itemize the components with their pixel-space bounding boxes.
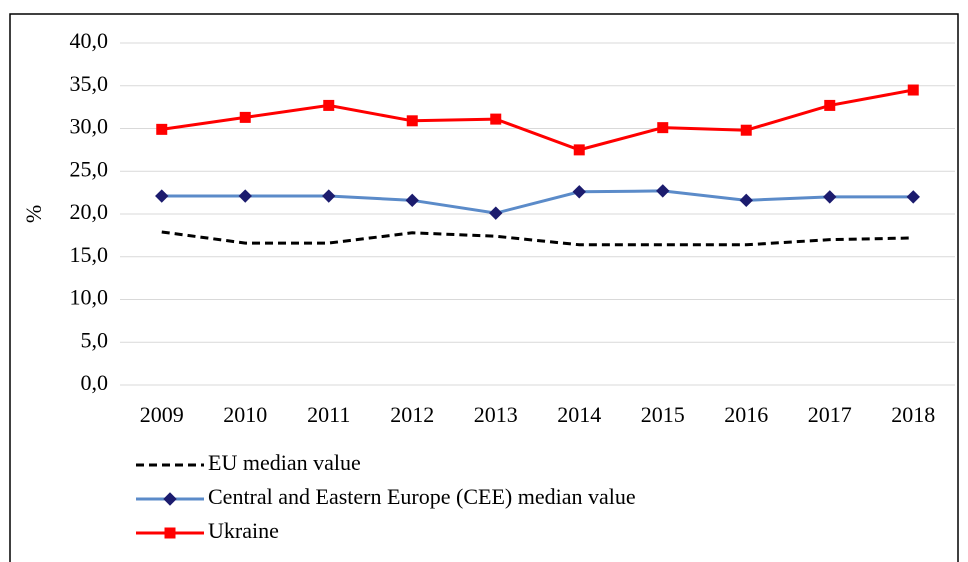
marker	[657, 122, 669, 134]
marker	[656, 184, 670, 198]
chart-border	[9, 13, 959, 562]
marker	[907, 84, 919, 96]
series-line	[161, 189, 914, 215]
marker	[239, 111, 251, 123]
x-tick-label: 2011	[307, 402, 350, 427]
series-line	[161, 230, 914, 247]
y-tick-label: 10,0	[70, 285, 109, 310]
marker	[323, 99, 335, 111]
x-tick-label: 2009	[140, 402, 184, 427]
x-tick-label: 2012	[390, 402, 434, 427]
marker	[155, 189, 169, 203]
x-tick-label: 2016	[724, 402, 768, 427]
marker	[823, 190, 837, 204]
marker	[163, 492, 177, 506]
legend-label: Central and Eastern Europe (CEE) median …	[208, 484, 636, 509]
marker	[573, 144, 585, 156]
marker	[156, 123, 168, 135]
legend-label: EU median value	[208, 450, 361, 475]
y-tick-label: 15,0	[70, 242, 109, 267]
marker	[405, 193, 419, 208]
marker	[164, 527, 176, 539]
y-tick-label: 25,0	[70, 156, 109, 181]
marker	[489, 206, 503, 220]
marker	[490, 113, 502, 125]
legend-label: Ukraine	[208, 518, 279, 543]
x-tick-label: 2013	[474, 402, 518, 427]
x-tick-label: 2015	[641, 402, 685, 427]
y-tick-label: 5,0	[81, 327, 109, 352]
x-tick-label: 2017	[808, 402, 852, 427]
marker	[572, 185, 586, 199]
y-tick-label: 30,0	[70, 114, 109, 139]
marker	[824, 99, 836, 111]
marker	[406, 115, 418, 127]
series-line	[161, 88, 914, 152]
y-axis-label: %	[21, 205, 46, 223]
x-tick-label: 2018	[891, 402, 935, 427]
marker	[740, 124, 752, 136]
y-tick-label: 35,0	[70, 71, 109, 96]
marker	[238, 189, 252, 203]
marker	[322, 189, 336, 203]
y-tick-label: 0,0	[81, 370, 109, 395]
y-tick-label: 20,0	[70, 199, 109, 224]
y-tick-label: 40,0	[70, 28, 109, 53]
marker	[906, 190, 920, 204]
x-tick-label: 2010	[223, 402, 267, 427]
marker	[739, 193, 753, 208]
x-tick-label: 2014	[557, 402, 601, 427]
